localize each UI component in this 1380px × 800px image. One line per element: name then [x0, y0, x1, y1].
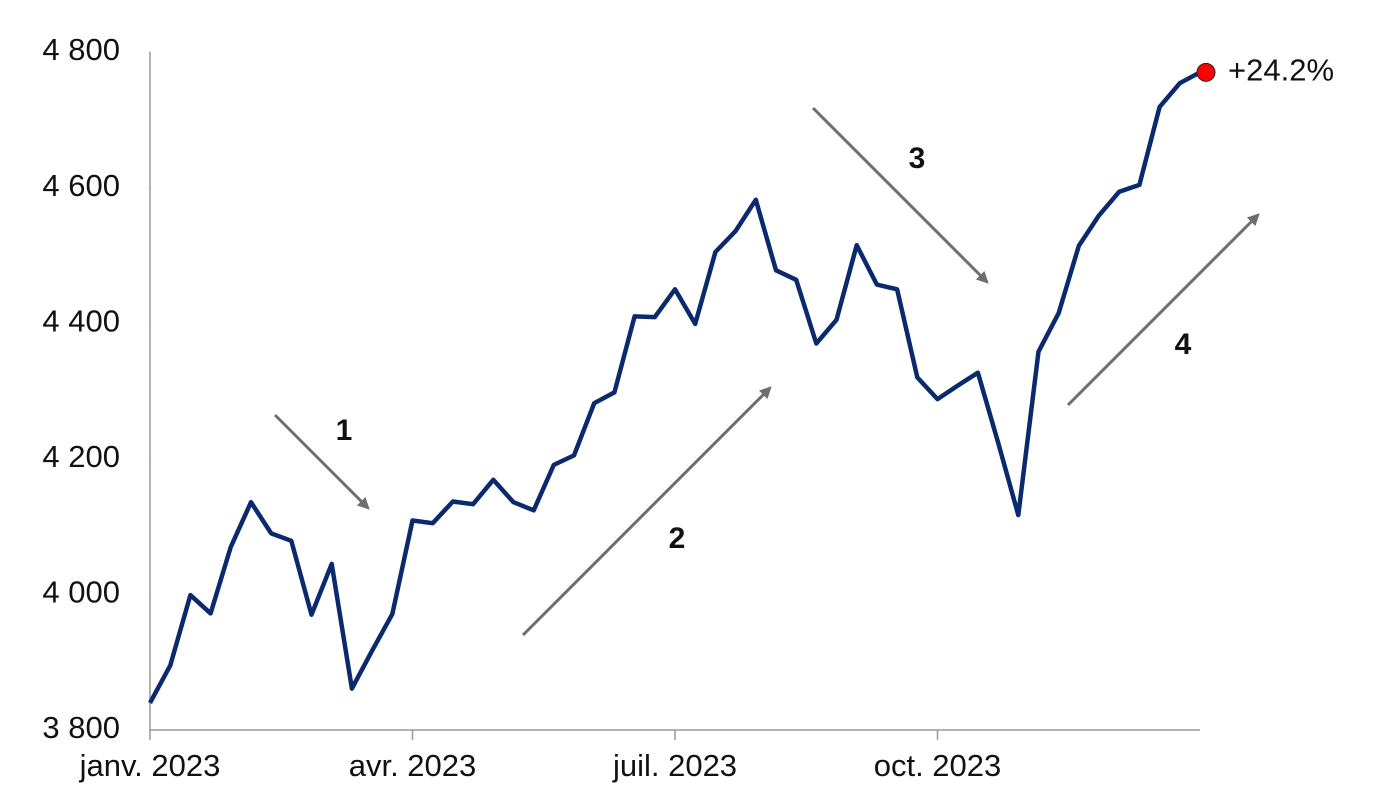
end-marker	[1196, 62, 1216, 82]
y-tick-label: 4 600	[42, 168, 120, 203]
arrow	[811, 106, 989, 284]
x-tick-label: oct. 2023	[874, 748, 1002, 783]
arrow	[273, 413, 370, 510]
x-tick-label: avr. 2023	[349, 748, 477, 783]
y-tick-label: 4 400	[42, 303, 120, 338]
y-tick-label: 4 800	[42, 32, 120, 67]
annotation: 1	[336, 414, 353, 447]
y-tick-label: 4 000	[42, 575, 120, 610]
x-tick-label: janv. 2023	[79, 748, 221, 783]
trend-arrows	[273, 106, 1260, 637]
x-tick-label: juil. 2023	[612, 748, 737, 783]
y-tick-label: 4 200	[42, 439, 120, 474]
line-series	[148, 70, 1202, 704]
annotation: 3	[909, 142, 926, 175]
arrow	[1066, 213, 1260, 407]
end-label: +24.2%	[1228, 53, 1334, 88]
y-tick-label: 3 800	[42, 710, 120, 745]
annotation: 4	[1175, 328, 1192, 361]
arrow	[521, 386, 772, 637]
annotation: 2	[669, 522, 686, 555]
